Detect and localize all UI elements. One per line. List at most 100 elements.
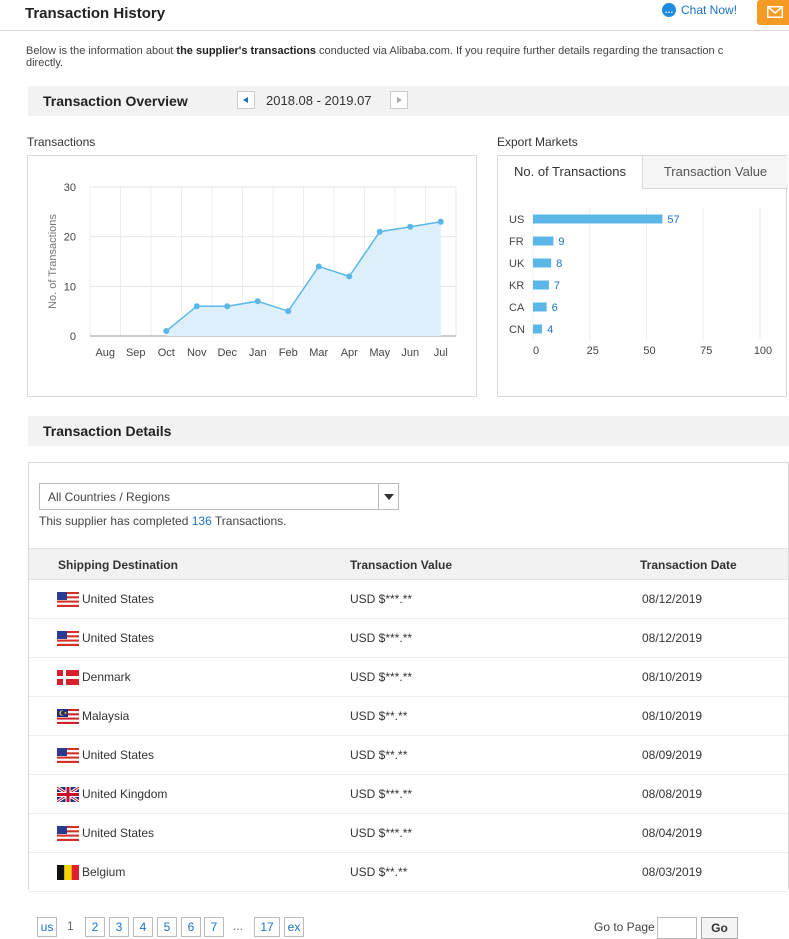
shipping-destination: United States — [82, 826, 155, 840]
x-tick-label: Nov — [187, 347, 207, 359]
completed-after: Transactions. — [211, 514, 287, 528]
overview-bar: Transaction Overview 2018.08 - 2019.07 — [28, 86, 789, 116]
x-tick-label: Apr — [341, 347, 358, 359]
x-tick-label: Jul — [434, 347, 448, 359]
transaction-date: 08/10/2019 — [642, 709, 703, 723]
export-markets-panel: No. of Transactions Transaction Value 0 2… — [497, 155, 788, 397]
x-tick-label: 75 — [700, 345, 712, 357]
mail-icon — [767, 6, 783, 18]
page-ellipsis: ... — [233, 919, 244, 933]
bar-value-label: 9 — [558, 236, 564, 248]
intro-line2: directly. — [26, 57, 64, 69]
bar-value-label: 4 — [547, 324, 553, 336]
chevron-down-icon — [378, 484, 398, 509]
mail-button[interactable] — [757, 0, 789, 25]
transaction-value: USD $***.** — [350, 826, 413, 840]
x-tick-label: Jan — [249, 347, 267, 359]
data-point — [193, 303, 200, 310]
overview-title: Transaction Overview — [43, 93, 188, 109]
period-label: 2018.08 - 2019.07 — [266, 93, 372, 108]
data-point — [376, 228, 383, 235]
x-tick-label: 50 — [643, 345, 655, 357]
series-area — [166, 221, 441, 336]
x-tick-label: Oct — [158, 347, 175, 359]
column-header-destination: Shipping Destination — [58, 558, 178, 572]
prev-page-button[interactable]: us — [37, 917, 57, 937]
category-label: CA — [509, 302, 525, 314]
page-header: Transaction History … Chat Now! — [0, 0, 789, 31]
period-next-button[interactable] — [390, 91, 408, 109]
us-flag-icon — [57, 592, 79, 607]
transaction-value: USD $***.** — [350, 631, 413, 645]
chat-now-label: Chat Now! — [681, 3, 738, 17]
bar-value-label: 6 — [552, 302, 558, 314]
transactions-line-chart: 0 10 20 30 Aug Sep Oct Nov Dec Jan Feb Mar Apr May Jun… — [47, 182, 457, 359]
current-page: 1 — [67, 919, 74, 933]
table-row: United Kingdom USD $***.** 08/08/2019 — [29, 775, 788, 814]
page-button-4[interactable]: 4 — [133, 917, 153, 937]
tab-no-of-transactions[interactable]: No. of Transactions — [498, 156, 643, 189]
transaction-date: 08/03/2019 — [642, 865, 703, 879]
data-point — [346, 273, 353, 280]
x-tick-label: Aug — [95, 347, 115, 359]
export-markets-bar-chart: 0 25 50 75 100 US 57 FR 9 UK 8 KR 7 CA 6 CN 4 — [509, 208, 772, 357]
intro-before: Below is the information about — [26, 45, 177, 57]
intro-bold: the supplier's transactions — [176, 45, 316, 57]
details-bar: Transaction Details — [28, 416, 789, 446]
shipping-destination: United States — [82, 631, 155, 645]
table-row: United States USD $***.** 08/04/2019 — [29, 814, 788, 853]
table-row: United States USD $***.** 08/12/2019 — [29, 580, 788, 619]
export-markets-label: Export Markets — [497, 135, 578, 149]
table-row: United States USD $**.** 08/09/2019 — [29, 736, 788, 775]
y-tick-label: 30 — [64, 182, 76, 194]
transaction-date: 08/08/2019 — [642, 787, 703, 801]
bar — [533, 324, 543, 334]
transaction-value: USD $***.** — [350, 787, 413, 801]
shipping-destination: United States — [82, 592, 155, 606]
page-title: Transaction History — [25, 5, 166, 22]
chat-now-link[interactable]: … Chat Now! — [662, 3, 737, 17]
x-tick-label: Feb — [279, 347, 298, 359]
period-prev-button[interactable] — [237, 91, 255, 109]
transaction-value: USD $***.** — [350, 592, 413, 606]
x-tick-label: Sep — [126, 347, 146, 359]
x-tick-label: 0 — [533, 345, 539, 357]
y-tick-label: 20 — [64, 232, 76, 244]
data-point — [285, 308, 292, 315]
transaction-date: 08/09/2019 — [642, 748, 703, 762]
bar — [533, 258, 552, 268]
bar-value-label: 8 — [556, 258, 562, 270]
column-header-date: Transaction Date — [640, 558, 737, 572]
shipping-destination: United States — [82, 748, 155, 762]
intro-text: Below is the information about the suppl… — [26, 45, 786, 69]
us-flag-icon — [57, 826, 79, 841]
transaction-value: USD $**.** — [350, 865, 408, 879]
go-button[interactable]: Go — [701, 917, 738, 939]
page-button-last[interactable]: 17 — [254, 917, 280, 937]
transactions-completed-text: This supplier has completed 136 Transact… — [39, 514, 286, 528]
category-label: CN — [509, 324, 525, 336]
tab-transaction-value[interactable]: Transaction Value — [643, 156, 788, 189]
goto-page-input[interactable] — [657, 917, 697, 939]
category-label: KR — [509, 280, 524, 292]
transaction-date: 08/12/2019 — [642, 631, 703, 645]
x-tick-label: 25 — [587, 345, 599, 357]
bar-value-label: 57 — [667, 214, 679, 226]
country-region-select[interactable]: All Countries / Regions — [39, 483, 399, 510]
bar — [533, 236, 554, 246]
page-button-3[interactable]: 3 — [109, 917, 129, 937]
x-tick-label: May — [369, 347, 390, 359]
next-page-button[interactable]: ex — [284, 917, 304, 937]
page-button-5[interactable]: 5 — [157, 917, 177, 937]
data-point — [407, 223, 414, 230]
page-button-6[interactable]: 6 — [181, 917, 201, 937]
transaction-date: 08/12/2019 — [642, 592, 703, 606]
transaction-date: 08/04/2019 — [642, 826, 703, 840]
us-flag-icon — [57, 631, 79, 646]
page-button-7[interactable]: 7 — [204, 917, 224, 937]
dk-flag-icon — [57, 670, 79, 685]
data-point — [163, 328, 170, 335]
details-title: Transaction Details — [43, 423, 172, 439]
bar — [533, 302, 547, 312]
page-button-2[interactable]: 2 — [85, 917, 105, 937]
